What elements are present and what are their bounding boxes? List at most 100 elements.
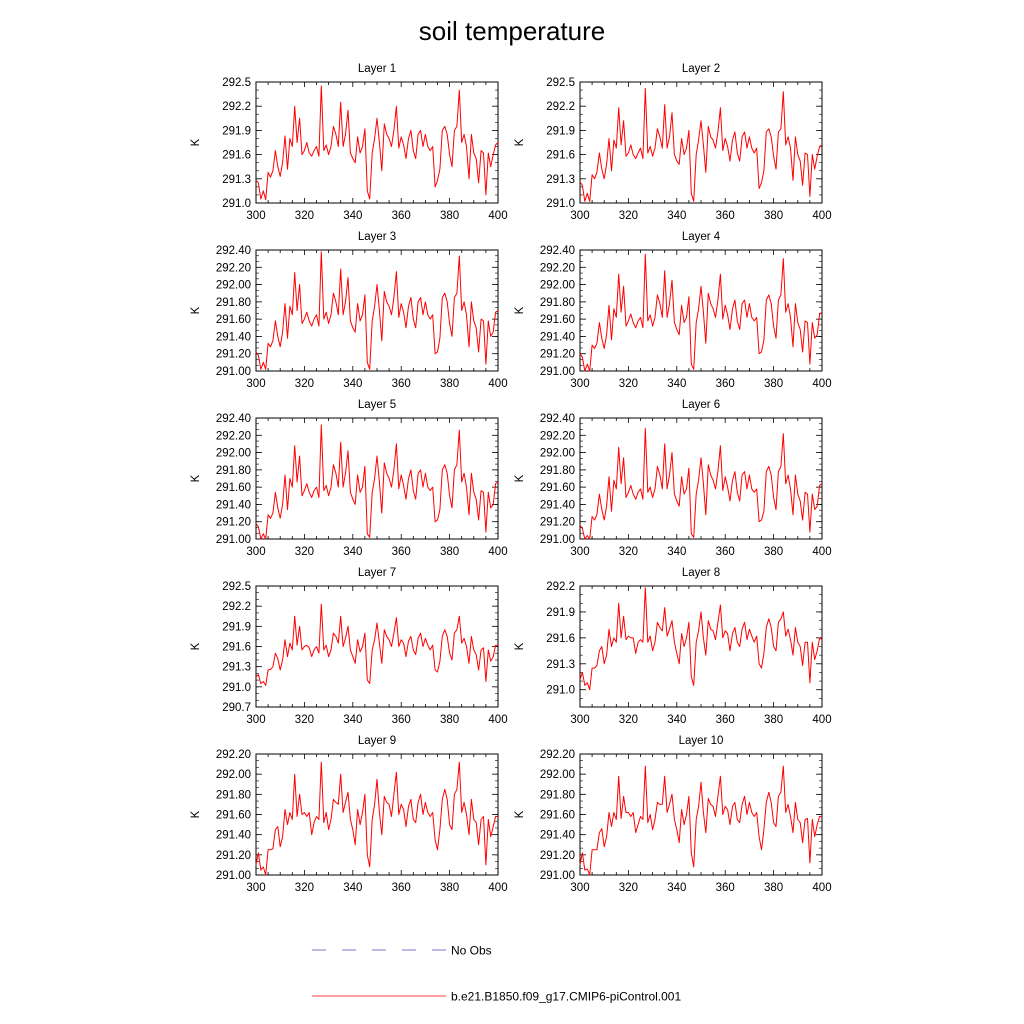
y-tick-label: 291.80 xyxy=(540,465,575,477)
panel-title: Layer 5 xyxy=(358,399,396,411)
y-tick-label: 291.00 xyxy=(216,366,251,378)
x-tick-label: 380 xyxy=(440,546,459,558)
legend: No Obs b.e21.B1850.f09_g17.CMIP6-piContr… xyxy=(312,944,681,1004)
y-tick-label: 291.00 xyxy=(540,366,575,378)
y-tick-label: 292.20 xyxy=(216,262,251,274)
x-tick-label: 320 xyxy=(619,210,638,222)
y-tick-label: 292.2 xyxy=(222,101,251,113)
y-tick-label: 291.40 xyxy=(540,331,575,343)
x-tick-label: 380 xyxy=(764,714,783,726)
y-tick-label: 291.3 xyxy=(546,174,575,186)
x-tick-label: 400 xyxy=(488,210,507,222)
x-tick-label: 320 xyxy=(295,378,314,390)
x-tick-label: 340 xyxy=(343,546,362,558)
figure-title: soil temperature xyxy=(419,16,605,46)
x-tick-label: 320 xyxy=(295,210,314,222)
x-tick-label: 380 xyxy=(440,378,459,390)
y-tick-label: 291.40 xyxy=(540,830,575,842)
y-tick-label: 292.20 xyxy=(216,430,251,442)
x-tick-label: 400 xyxy=(812,546,831,558)
panel-title: Layer 9 xyxy=(358,735,396,747)
x-tick-label: 360 xyxy=(716,546,735,558)
y-tick-label: 291.40 xyxy=(540,499,575,511)
x-tick-label: 340 xyxy=(343,714,362,726)
x-tick-label: 380 xyxy=(440,882,459,894)
x-tick-label: 360 xyxy=(716,378,735,390)
y-axis-label: K xyxy=(190,474,202,482)
y-tick-label: 291.80 xyxy=(540,297,575,309)
y-tick-label: 291.20 xyxy=(216,517,251,529)
x-tick-label: 360 xyxy=(392,378,411,390)
panel-layer-8: Layer 8 K 300 320 340 360 380 400 291.0 291.3 291.… xyxy=(514,567,832,726)
y-tick-label: 292.00 xyxy=(540,769,575,781)
y-tick-label: 291.20 xyxy=(540,349,575,361)
legend-obs-label: No Obs xyxy=(451,944,492,958)
panel-layer-9: Layer 9 K 300 320 340 360 380 400 291.00 291.20 29… xyxy=(190,735,508,894)
y-tick-label: 291.6 xyxy=(546,633,575,645)
panel-layer-4: Layer 4 K 300 320 340 360 380 400 291.00 291.20 29… xyxy=(514,231,832,390)
y-tick-label: 291.80 xyxy=(540,789,575,801)
y-tick-label: 292.40 xyxy=(540,245,575,257)
x-tick-label: 340 xyxy=(667,714,686,726)
x-tick-label: 340 xyxy=(343,882,362,894)
y-tick-label: 291.00 xyxy=(540,870,575,882)
y-tick-label: 291.0 xyxy=(222,682,251,694)
y-axis-label: K xyxy=(190,642,202,650)
y-tick-label: 292.20 xyxy=(540,262,575,274)
y-tick-label: 291.9 xyxy=(222,621,251,633)
y-tick-label: 291.3 xyxy=(222,662,251,674)
y-tick-label: 291.80 xyxy=(216,297,251,309)
y-tick-label: 291.80 xyxy=(216,789,251,801)
y-tick-label: 292.20 xyxy=(540,430,575,442)
x-tick-label: 300 xyxy=(246,714,265,726)
x-tick-label: 380 xyxy=(764,378,783,390)
panel-layer-2: Layer 2 K 300 320 340 360 380 400 291.0 291.3 291.… xyxy=(514,63,832,222)
y-tick-label: 291.0 xyxy=(546,685,575,697)
series-line xyxy=(579,253,823,372)
x-tick-label: 360 xyxy=(392,714,411,726)
plot-frame xyxy=(579,585,823,708)
y-tick-label: 292.40 xyxy=(540,413,575,425)
y-tick-label: 292.40 xyxy=(216,413,251,425)
x-tick-label: 360 xyxy=(716,210,735,222)
panel-title: Layer 6 xyxy=(682,399,720,411)
x-tick-label: 400 xyxy=(488,378,507,390)
x-tick-label: 380 xyxy=(440,210,459,222)
x-tick-label: 340 xyxy=(343,210,362,222)
y-tick-label: 291.6 xyxy=(546,150,575,162)
x-tick-label: 360 xyxy=(392,210,411,222)
series-line xyxy=(255,761,498,876)
x-tick-label: 300 xyxy=(570,378,589,390)
x-tick-label: 400 xyxy=(488,882,507,894)
y-tick-label: 292.5 xyxy=(546,77,575,89)
series-line xyxy=(255,603,498,686)
x-tick-label: 360 xyxy=(392,546,411,558)
y-tick-label: 292.2 xyxy=(222,601,251,613)
panel-title: Layer 2 xyxy=(682,63,720,75)
y-tick-label: 291.9 xyxy=(546,125,575,137)
y-tick-label: 291.9 xyxy=(546,607,575,619)
y-tick-label: 291.60 xyxy=(216,482,251,494)
y-tick-label: 291.40 xyxy=(216,331,251,343)
series-line xyxy=(255,424,499,540)
x-tick-label: 360 xyxy=(716,714,735,726)
x-tick-label: 300 xyxy=(570,882,589,894)
y-tick-label: 291.20 xyxy=(540,850,575,862)
x-tick-label: 340 xyxy=(667,210,686,222)
y-tick-label: 292.00 xyxy=(540,448,575,460)
y-tick-label: 292.00 xyxy=(216,769,251,781)
y-tick-label: 291.6 xyxy=(222,642,251,654)
x-tick-label: 360 xyxy=(716,882,735,894)
series-line xyxy=(579,587,823,691)
x-tick-label: 320 xyxy=(619,378,638,390)
y-tick-label: 290.7 xyxy=(222,702,251,714)
y-tick-label: 292.20 xyxy=(216,749,251,761)
y-tick-label: 291.3 xyxy=(546,659,575,671)
y-tick-label: 291.60 xyxy=(540,314,575,326)
y-tick-label: 291.20 xyxy=(216,850,251,862)
y-tick-label: 292.00 xyxy=(540,280,575,292)
y-axis-label: K xyxy=(190,138,202,146)
x-tick-label: 400 xyxy=(812,378,831,390)
y-tick-label: 291.0 xyxy=(546,198,575,210)
